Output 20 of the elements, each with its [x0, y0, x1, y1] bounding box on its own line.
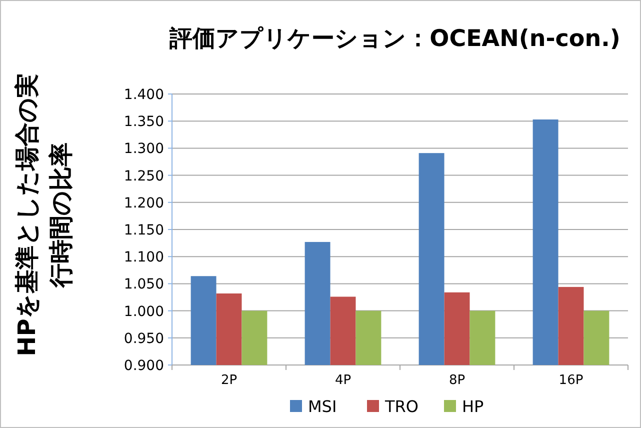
y-tick-label: 0.950 — [124, 330, 164, 347]
y-tick-label: 1.100 — [124, 250, 164, 266]
y-tick-label: 1.150 — [124, 222, 164, 238]
x-tick-label: 8P — [448, 373, 466, 388]
legend-label: TRO — [384, 397, 418, 416]
y-tick-label: 1.000 — [124, 304, 164, 320]
y-tick-label: 1.300 — [124, 141, 164, 158]
legend-label: HP — [462, 397, 484, 416]
chart-title: 評価アプリケーション：OCEAN(n-con.) — [168, 26, 620, 52]
x-tick-label: 4P — [334, 373, 352, 388]
x-tick-label: 2P — [220, 373, 238, 388]
legend-label: MSI — [308, 397, 337, 416]
y-tick-label: 1.200 — [124, 195, 164, 212]
y-tick-label: 1.050 — [124, 276, 164, 293]
y-tick-label: 1.350 — [124, 114, 164, 130]
y-axis-title: HPを基準とした場合の実行時間の比率 — [13, 74, 75, 356]
y-tick-label: 0.900 — [124, 358, 164, 374]
x-tick-label: 16P — [558, 373, 584, 388]
y-tick-label: 1.400 — [124, 87, 164, 103]
y-tick-label: 1.250 — [124, 168, 164, 184]
